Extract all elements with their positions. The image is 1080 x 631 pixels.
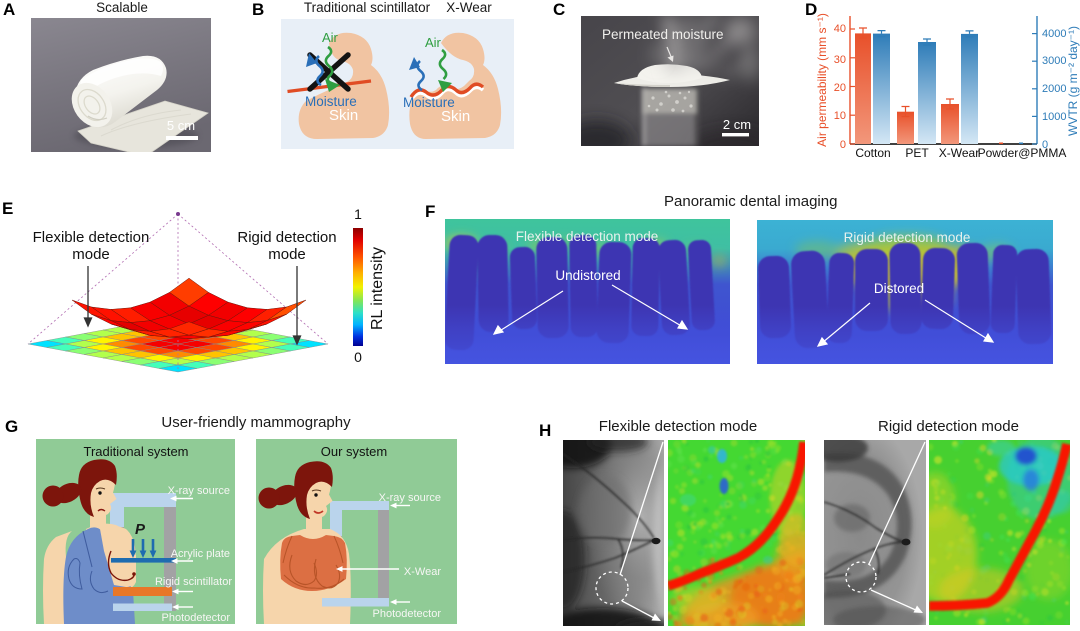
svg-text:Rigid detection: Rigid detection [237, 229, 336, 246]
svg-text:mode: mode [268, 246, 306, 263]
svg-text:1000: 1000 [1042, 111, 1066, 123]
svg-text:Acrylic plate: Acrylic plate [171, 548, 230, 560]
svg-text:Skin: Skin [329, 107, 358, 124]
svg-text:X-Wear: X-Wear [939, 146, 979, 160]
svg-text:Moisture: Moisture [403, 95, 455, 110]
svg-text:5 cm: 5 cm [167, 118, 195, 133]
svg-text:Photodetector: Photodetector [373, 608, 442, 620]
svg-text:Our system: Our system [321, 444, 387, 459]
svg-text:1: 1 [354, 206, 362, 222]
svg-text:0: 0 [840, 139, 846, 151]
svg-text:3000: 3000 [1042, 55, 1066, 67]
svg-text:40: 40 [834, 23, 846, 35]
svg-text:Distored: Distored [874, 281, 924, 296]
svg-text:Traditional system: Traditional system [84, 444, 189, 459]
svg-text:2000: 2000 [1042, 83, 1066, 95]
svg-text:10: 10 [834, 110, 846, 122]
svg-text:0: 0 [1042, 139, 1048, 151]
svg-text:X-ray source: X-ray source [168, 485, 230, 497]
svg-text:0: 0 [354, 349, 362, 365]
svg-text:Air: Air [322, 30, 339, 45]
svg-text:PET: PET [905, 146, 929, 160]
svg-text:WVTR (g m⁻² day⁻¹): WVTR (g m⁻² day⁻¹) [1066, 26, 1080, 136]
svg-text:P: P [135, 521, 146, 538]
svg-text:RL intensity: RL intensity [369, 247, 386, 330]
svg-text:Flexible detection mode: Flexible detection mode [516, 229, 659, 244]
svg-text:20: 20 [834, 82, 846, 94]
svg-text:mode: mode [72, 246, 110, 263]
svg-text:Moisture: Moisture [305, 94, 357, 109]
svg-text:Cotton: Cotton [855, 146, 890, 160]
svg-text:Air: Air [425, 35, 442, 50]
svg-text:Permeated moisture: Permeated moisture [602, 27, 724, 42]
svg-text:Powder@PMMA: Powder@PMMA [978, 146, 1067, 160]
svg-text:Air permeability (mm s⁻¹): Air permeability (mm s⁻¹) [815, 13, 829, 147]
svg-text:4000: 4000 [1042, 28, 1066, 40]
svg-text:Flexible detection: Flexible detection [33, 229, 150, 246]
svg-text:Photodetector: Photodetector [162, 612, 231, 624]
svg-text:X-Wear: X-Wear [404, 566, 441, 578]
svg-text:30: 30 [834, 54, 846, 66]
svg-text:Undistored: Undistored [555, 268, 620, 283]
svg-text:X-ray source: X-ray source [379, 492, 441, 504]
svg-text:2 cm: 2 cm [723, 117, 751, 132]
svg-text:Skin: Skin [441, 108, 470, 125]
svg-text:Rigid detection mode: Rigid detection mode [844, 230, 971, 245]
svg-text:Rigid scintillator: Rigid scintillator [155, 576, 232, 588]
